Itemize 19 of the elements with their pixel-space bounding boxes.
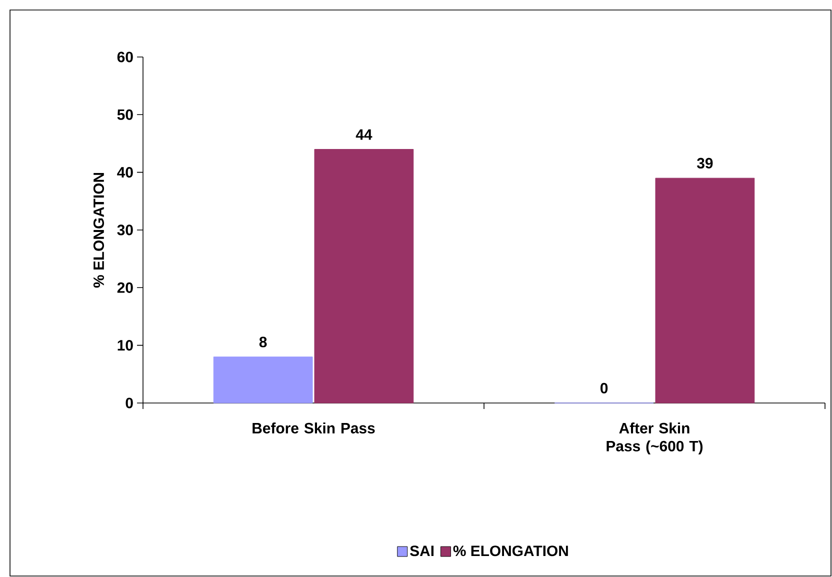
y-tick-label: 20 — [117, 282, 133, 293]
data-label: 8 — [259, 336, 267, 348]
y-axis-title: % ELONGATION — [93, 173, 104, 288]
y-tick-label: 60 — [117, 52, 133, 62]
bar — [213, 356, 313, 404]
bar — [655, 178, 755, 404]
bar — [314, 149, 414, 404]
data-label: 44 — [356, 129, 372, 140]
y-tick-label: 30 — [117, 224, 133, 236]
data-label: 0 — [600, 382, 608, 394]
legend-label: % ELONGATION — [453, 546, 568, 556]
data-label: 39 — [696, 158, 713, 169]
legend-label: SAI — [410, 546, 434, 556]
y-tick-label: 10 — [118, 340, 133, 351]
y-tick-label: 50 — [117, 109, 133, 120]
x-tick-label: Before Skin Pass — [252, 422, 375, 434]
x-tick-label: After Skin Pass (~600 T) — [606, 422, 703, 454]
y-tick-label: 40 — [117, 167, 133, 178]
y-tick-label: 0 — [126, 398, 133, 408]
